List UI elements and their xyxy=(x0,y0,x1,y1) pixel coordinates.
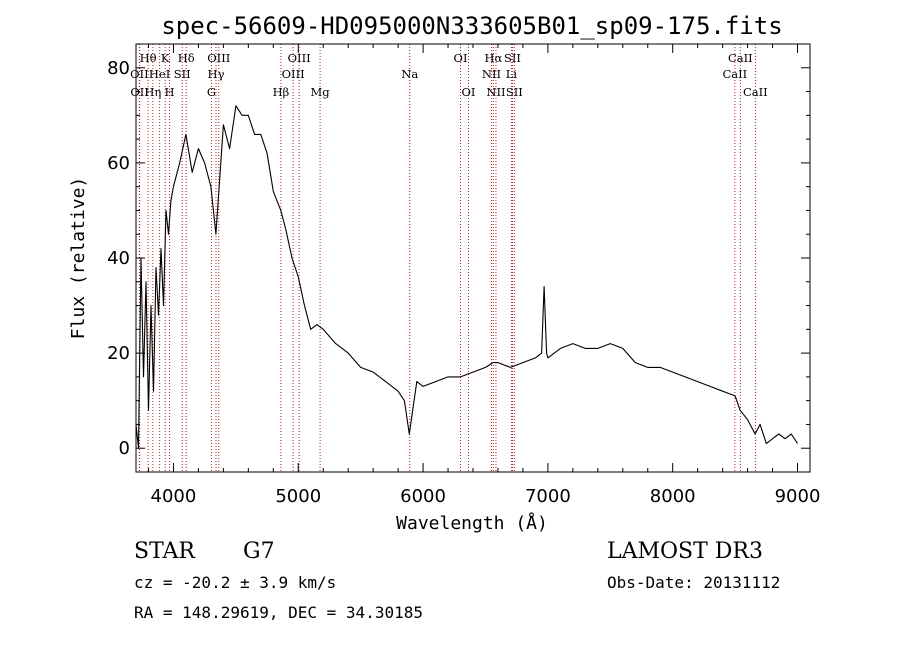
obs-date: Obs-Date: 20131112 xyxy=(607,573,781,592)
x-tick-label-2: 6000 xyxy=(400,486,446,507)
x-tick-label-3: 7000 xyxy=(525,486,571,507)
line-markers xyxy=(138,44,756,472)
y-axis-title: Flux (relative) xyxy=(68,177,89,340)
x-tick-label-4: 8000 xyxy=(650,486,696,507)
chart-title: spec-56609-HD095000N333605B01_sp09-175.f… xyxy=(161,12,782,40)
line-label-19: Hα xyxy=(484,51,502,65)
line-label-20: SII xyxy=(504,51,521,65)
line-label-0: Hθ xyxy=(140,51,157,65)
line-label-14: Hβ xyxy=(273,85,290,99)
x-tick-label-0: 4000 xyxy=(151,486,197,507)
spectrum-series-line xyxy=(135,105,798,449)
line-label-6: Hδ xyxy=(178,51,195,65)
line-label-4: HeI xyxy=(149,67,170,81)
line-label-8: H xyxy=(165,85,175,99)
line-label-25: CaII xyxy=(728,51,753,65)
line-label-18: OI xyxy=(462,85,476,99)
line-label-21: NII xyxy=(482,67,501,81)
y-tick-label-0: 0 xyxy=(119,438,130,459)
x-tick-label-1: 5000 xyxy=(275,486,321,507)
x-axis-title: Wavelength (Å) xyxy=(396,512,548,534)
subclass: G7 xyxy=(243,539,275,564)
object-class: STAR xyxy=(134,539,195,564)
survey-name: LAMOST DR3 xyxy=(607,539,763,564)
line-label-26: CaII xyxy=(722,67,747,81)
line-label-9: OIII xyxy=(207,51,230,65)
redshift-text: cz = -20.2 ± 3.9 km/s xyxy=(134,573,337,592)
y-tick-label-3: 60 xyxy=(107,153,130,174)
line-label-5: Hη xyxy=(144,85,161,99)
line-label-12: OIII xyxy=(288,51,311,65)
y-axis: 0 20 40 60 80 xyxy=(107,43,810,473)
line-label-17: OI xyxy=(454,51,468,65)
line-label-22: Li xyxy=(506,67,518,81)
y-tick-label-1: 20 xyxy=(107,343,130,364)
x-axis: 4000 5000 6000 7000 8000 9000 xyxy=(147,44,821,507)
line-label-24: SII xyxy=(506,85,523,99)
line-label-27: CaII xyxy=(743,85,768,99)
line-label-3: K xyxy=(161,51,170,65)
y-tick-label-4: 80 xyxy=(107,58,130,79)
spectrum-layer xyxy=(135,105,798,449)
line-label-15: Mg xyxy=(311,85,331,99)
line-label-7: SII xyxy=(174,67,191,81)
line-label-13: OIII xyxy=(282,67,305,81)
x-tick-label-5: 9000 xyxy=(775,486,821,507)
line-label-11: G xyxy=(207,85,216,99)
line-label-23: NII xyxy=(486,85,505,99)
y-tick-label-2: 40 xyxy=(107,248,130,269)
coordinates-text: RA = 148.29619, DEC = 34.30185 xyxy=(134,603,423,622)
line-label-16: Na xyxy=(401,67,418,81)
line-label-1: OII xyxy=(130,67,149,81)
line-label-10: Hγ xyxy=(208,67,225,81)
